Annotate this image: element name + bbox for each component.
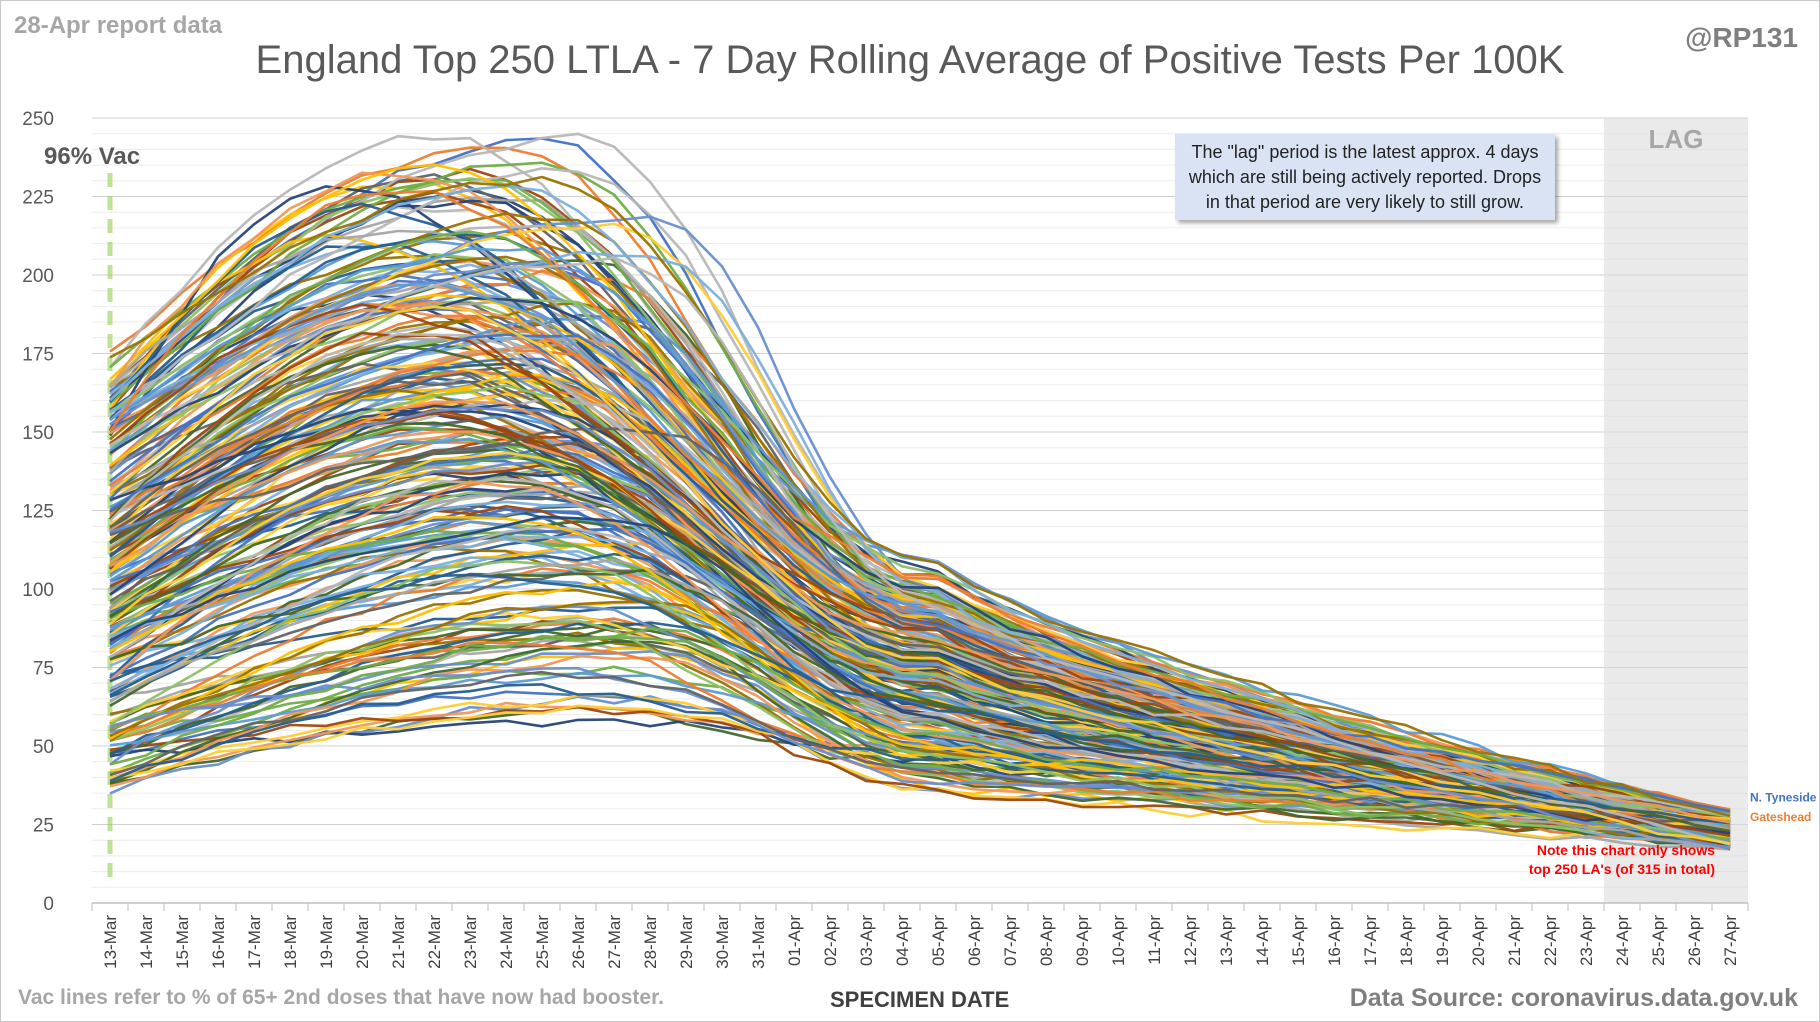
series-line [109,640,1731,843]
series-line [109,281,1731,843]
series-line [109,259,1731,813]
y-tick-label: 150 [22,423,54,444]
lag-callout: The "lag" period is the latest approx. 4… [1175,134,1555,220]
series-line [109,515,1731,835]
x-tick-label: 25-Apr [1649,915,1668,966]
x-tick-label: 08-Apr [1037,915,1056,966]
series-line [109,256,1731,845]
x-tick-label: 21-Apr [1505,915,1524,966]
top250-note: top 250 LA's (of 315 in total) [1529,861,1715,877]
top250-note: Note this chart only shows [1537,842,1715,858]
lag-shading [1604,118,1748,903]
chart-title: England Top 250 LTLA - 7 Day Rolling Ave… [255,38,1565,82]
series-line [109,705,1731,847]
series-line [109,636,1731,843]
series-line [108,189,1731,844]
series-line [109,222,1731,826]
x-tick-label: 12-Apr [1181,915,1200,966]
x-tick-label: 29-Mar [677,915,696,969]
x-tick-label: 03-Apr [857,915,876,966]
x-tick-label: 24-Mar [497,915,516,969]
x-tick-label: 23-Apr [1577,915,1596,966]
x-tick-label: 22-Apr [1541,915,1560,966]
x-tick-label: 09-Apr [1073,915,1092,966]
x-tick-label: 20-Mar [353,915,372,969]
x-tick-label: 18-Mar [281,915,300,969]
series-line [109,175,1731,817]
x-tick-label: 15-Apr [1289,915,1308,966]
x-tick-label: 16-Apr [1325,915,1344,966]
series-line [109,293,1731,815]
series-lines [108,132,1731,851]
x-tick-label: 10-Apr [1109,915,1128,966]
series-line [109,421,1731,833]
axes: 0 25 50 75 100 125 150 175 200 225 250 13-Mar 14-Mar… [22,109,1749,969]
x-tick-label: 27-Mar [605,915,624,969]
y-tick-label: 225 [22,188,54,209]
x-tick-label: 14-Mar [137,915,156,969]
x-tick-label: 15-Mar [173,915,192,969]
x-tick-label: 20-Apr [1469,915,1488,966]
x-tick-label: 23-Mar [461,915,480,969]
series-line [109,400,1731,824]
x-tick-label: 19-Apr [1433,915,1452,966]
series-line [109,333,1731,813]
series-end-label: Gateshead [1750,810,1811,824]
x-tick-label: 02-Apr [821,915,840,966]
x-tick-label: 01-Apr [785,915,804,966]
x-tick-label: 21-Mar [389,915,408,969]
x-tick-label: 17-Mar [245,915,264,969]
x-tick-label: 19-Mar [317,915,336,969]
x-tick-label: 26-Mar [569,915,588,969]
x-tick-label: 14-Apr [1253,915,1272,966]
y-tick-label: 100 [22,580,54,601]
x-tick-label: 16-Mar [209,915,228,969]
y-tick-label: 25 [33,816,54,837]
y-tick-label: 50 [33,737,54,758]
x-tick-label: 04-Apr [893,915,912,966]
x-tick-label: 06-Apr [965,915,984,966]
x-tick-label: 25-Mar [533,915,552,969]
x-axis-title: SPECIMEN DATE [830,987,1010,1012]
series-line [109,406,1731,850]
lag-region: LAG [1604,118,1748,903]
x-tick-label: 24-Apr [1613,915,1632,966]
x-tick-label: 13-Mar [101,915,120,969]
x-tick-label: 11-Apr [1145,915,1164,965]
series-line [109,305,1731,845]
y-tick-label: 0 [43,894,54,915]
vac-footnote: Vac lines refer to % of 65+ 2nd doses th… [18,986,664,1009]
x-tick-label: 28-Mar [641,915,660,969]
data-source: Data Source: coronavirus.data.gov.uk [1349,984,1798,1012]
y-tick-label: 125 [22,502,54,523]
x-tick-label: 30-Mar [713,915,732,969]
x-tick-label: 05-Apr [929,915,948,966]
x-tick-label: 18-Apr [1397,915,1416,966]
annotations: N. Tyneside Gateshead Note this chart only… [1529,791,1817,877]
x-tick-label: 07-Apr [1001,915,1020,966]
series-line [109,627,1731,841]
x-tick-label: 31-Mar [749,915,768,969]
x-tick-label: 27-Apr [1721,915,1740,966]
series-line [109,230,1731,817]
series-end-label: N. Tyneside [1750,791,1817,805]
series-line [109,573,1731,825]
y-tick-label: 75 [33,659,54,680]
series-line [109,515,1731,822]
x-tick-label: 26-Apr [1685,915,1704,966]
x-tick-label: 22-Mar [425,915,444,969]
y-tick-label: 200 [22,266,54,287]
author-handle: @RP131 [1685,22,1798,53]
x-tick-label: 17-Apr [1361,915,1380,966]
x-tick-label: 13-Apr [1217,915,1236,966]
lag-label: LAG [1649,124,1704,154]
y-tick-label: 175 [22,345,54,366]
series-line [109,670,1731,824]
vac-line-label: 96% Vac [44,143,140,170]
y-tick-label: 250 [22,109,54,130]
report-date-label: 28-Apr report data [14,12,223,39]
series-line [109,447,1731,847]
